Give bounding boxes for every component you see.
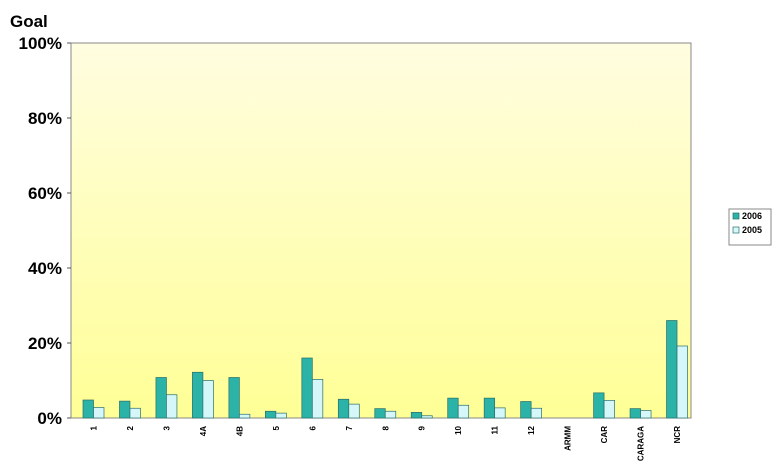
bar-2005-10	[457, 404, 470, 419]
x-tick-label: 10	[454, 425, 463, 434]
x-tick-label: 6	[308, 425, 317, 430]
bar-2005-3	[166, 394, 178, 419]
bar-2005-6	[311, 379, 324, 419]
y-tick-label: 20%	[28, 334, 62, 353]
bar-2006-12	[520, 401, 532, 419]
bar-2005-7	[348, 403, 360, 419]
x-tick-label: 7	[345, 425, 354, 430]
x-tick-label: 12	[527, 425, 536, 434]
x-tick-label: 2	[126, 425, 135, 430]
x-tick-label: CARAGA	[637, 426, 646, 461]
bar-2005-9	[421, 415, 433, 419]
y-tick-label: 80%	[28, 109, 62, 128]
y-axis-label: Goal	[10, 12, 48, 31]
legend-label-2005: 2005	[742, 225, 762, 235]
bar-2006-4A	[192, 371, 204, 419]
x-tick-label: ARMM	[564, 426, 573, 451]
bar-2005-1	[93, 407, 105, 419]
bar-2005-4B	[239, 413, 251, 419]
bar-2005-12	[530, 407, 542, 419]
bar-2006-CARAGA	[629, 408, 641, 419]
x-tick-label: 8	[381, 425, 390, 430]
bar-2005-2	[129, 407, 141, 419]
legend-label-2006: 2006	[742, 211, 762, 221]
legend: 2006 2005	[728, 208, 772, 246]
y-tick-label: 0%	[37, 409, 62, 428]
bar-2005-8	[384, 410, 397, 419]
legend-swatch-2005	[732, 226, 740, 234]
bar-2006-5	[265, 410, 277, 419]
y-tick-label: 40%	[28, 259, 62, 278]
bar-2005-CAR	[603, 400, 615, 419]
x-tick-label: NCR	[673, 426, 682, 444]
x-tick-label: 5	[272, 425, 281, 430]
legend-swatch-2006	[732, 212, 740, 220]
bar-2006-1	[82, 399, 94, 419]
bar-2005-NCR	[676, 345, 688, 419]
bar-2006-3	[155, 377, 167, 419]
bar-2006-7	[337, 398, 350, 419]
x-tick-label: 1	[90, 425, 99, 430]
y-tick-label: 100%	[19, 34, 62, 53]
bar-2006-6	[301, 357, 313, 419]
y-tick-label: 60%	[28, 184, 62, 203]
x-tick-label: 4B	[235, 426, 244, 436]
bar-2005-5	[275, 412, 287, 419]
bar-2006-10	[447, 397, 459, 419]
bar-2006-4B	[228, 377, 240, 419]
x-tick-label: 11	[491, 425, 500, 434]
x-tick-label: 9	[418, 425, 427, 430]
bar-2006-9	[410, 412, 423, 419]
bar-2006-11	[483, 397, 496, 419]
x-tick-label: CAR	[600, 426, 609, 444]
bar-2005-4A	[202, 380, 214, 419]
bar-2006-8	[374, 408, 386, 419]
x-tick-label: 3	[162, 425, 171, 430]
x-tick-label: 4A	[199, 426, 208, 436]
bar-2005-CARAGA	[640, 410, 652, 419]
bar-2006-NCR	[666, 320, 678, 419]
bar-2005-11	[494, 407, 506, 419]
plot-area	[70, 42, 692, 419]
bar-2006-2	[119, 400, 131, 419]
bar-2006-CAR	[593, 392, 605, 419]
